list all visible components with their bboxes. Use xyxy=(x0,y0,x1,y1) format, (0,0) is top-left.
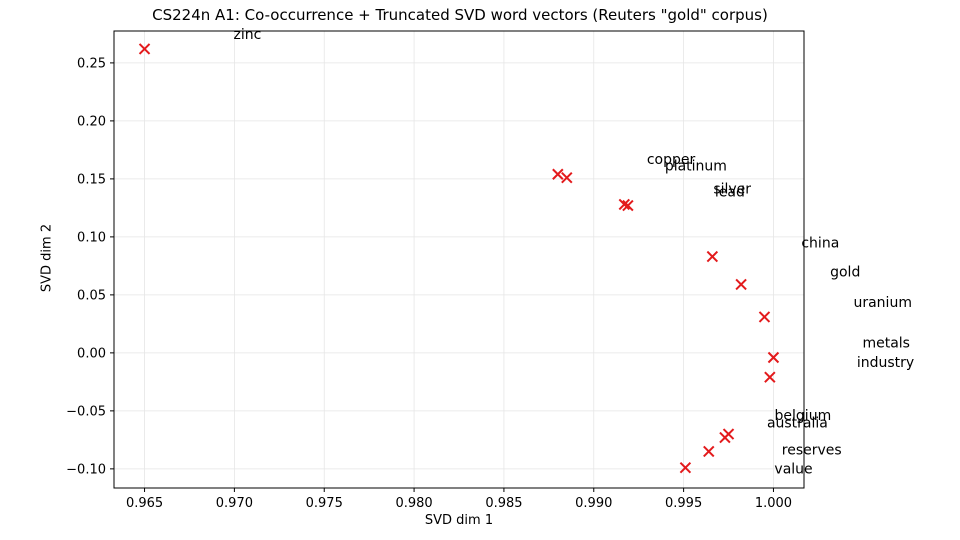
word-label: lead xyxy=(715,185,745,201)
data-point-marker xyxy=(552,168,564,180)
chart-title: CS224n A1: Co-occurrence + Truncated SVD… xyxy=(152,6,768,24)
word-label: gold xyxy=(830,264,860,280)
data-point-marker xyxy=(735,278,747,291)
data-point-marker xyxy=(758,311,771,323)
data-point-marker xyxy=(138,43,151,55)
data-point-marker xyxy=(764,371,776,383)
word-label: platinum xyxy=(665,159,727,175)
word-label: copper xyxy=(647,152,696,168)
y-axis-label: SVD dim 2 xyxy=(39,223,55,293)
y-tick-label: 0.25 xyxy=(77,56,106,71)
y-tick-label: 0.05 xyxy=(77,288,106,303)
x-tick-label: 0.980 xyxy=(395,496,432,511)
data-point-marker xyxy=(719,431,731,444)
data-point-marker xyxy=(618,198,631,211)
word-label: zinc xyxy=(234,27,262,43)
word-label: uranium xyxy=(853,295,911,311)
x-tick-label: 0.975 xyxy=(306,496,343,511)
x-tick-label: 0.965 xyxy=(126,496,163,511)
data-point-marker xyxy=(622,199,634,212)
word-label: industry xyxy=(857,355,914,371)
word-label: australia xyxy=(767,416,828,432)
x-tick-label: 0.970 xyxy=(216,496,253,511)
data-point-marker xyxy=(706,250,719,263)
y-tick-label: 0.00 xyxy=(77,346,106,361)
plot-frame xyxy=(113,30,805,489)
word-label: belgium xyxy=(775,408,832,424)
y-tick-label: 0.20 xyxy=(77,114,106,129)
x-tick-label: 0.995 xyxy=(665,496,702,511)
word-label: metals xyxy=(862,336,910,352)
x-tick-label: 1.000 xyxy=(755,496,792,511)
y-tick-label: 0.15 xyxy=(77,172,106,187)
word-label: silver xyxy=(713,181,751,197)
data-point-marker xyxy=(679,461,692,474)
data-point-marker xyxy=(767,351,780,364)
y-tick-label: −0.10 xyxy=(66,462,106,477)
data-point-marker xyxy=(703,445,715,458)
word-label: value xyxy=(774,462,812,478)
word-label: reserves xyxy=(782,442,842,458)
y-tick-label: −0.05 xyxy=(66,404,106,419)
x-tick-label: 0.985 xyxy=(485,496,522,511)
x-axis-label: SVD dim 1 xyxy=(424,513,494,528)
x-tick-label: 0.990 xyxy=(575,496,612,511)
y-tick-label: 0.10 xyxy=(77,230,106,245)
data-point-marker xyxy=(561,172,573,184)
word-label: china xyxy=(801,236,839,252)
